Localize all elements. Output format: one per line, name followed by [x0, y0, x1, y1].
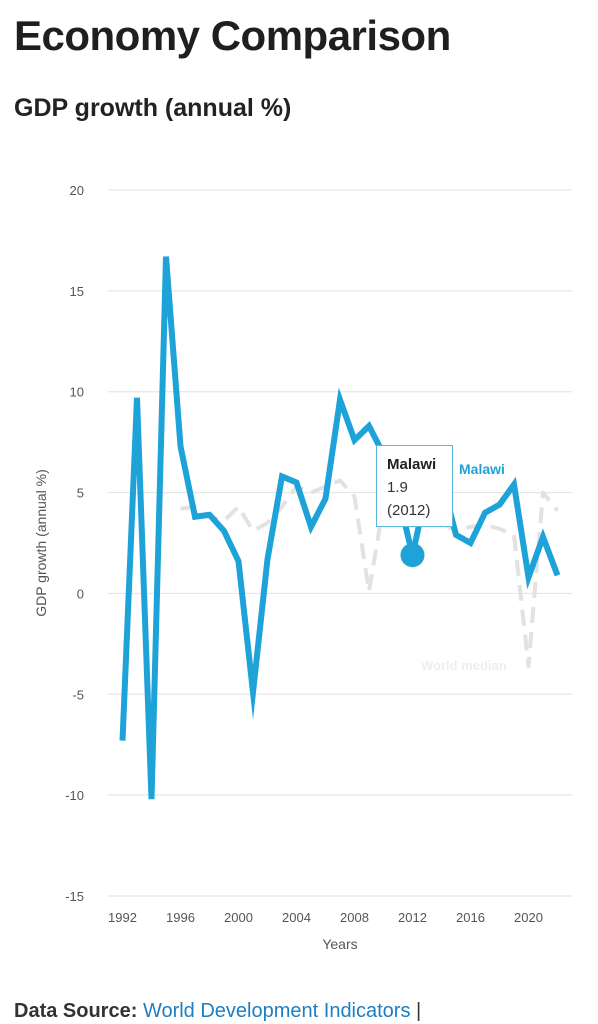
y-tick-label: 15 [70, 284, 84, 299]
footer-separator: | [416, 1000, 422, 1022]
y-tick-label: 20 [70, 183, 84, 198]
tooltip-country: Malawi [387, 456, 437, 473]
x-tick-label: 1996 [166, 910, 195, 925]
x-tick-label: 2020 [514, 910, 543, 925]
x-tick-label: 1992 [108, 910, 137, 925]
tooltip-year: (2012) [387, 502, 431, 519]
y-tick-label: 5 [77, 486, 84, 501]
data-source-footer: Data Source: World Development Indicator… [14, 1000, 421, 1023]
y-tick-label: 10 [70, 385, 84, 400]
chart-subtitle: GDP growth (annual %) [14, 94, 292, 122]
page-title: Economy Comparison [14, 12, 451, 59]
data-source-link[interactable]: World Development Indicators [142, 1000, 411, 1022]
world-median-series-label: World median [421, 658, 507, 673]
x-tick-label: 2008 [340, 910, 369, 925]
tooltip: Malawi 1.9 (2012) [376, 445, 453, 527]
malawi-series-label: Malawi [459, 461, 505, 477]
y-tick-label: 0 [77, 586, 84, 601]
world-median-line [180, 478, 560, 669]
chart-area: 20 15 10 5 0 -5 -10 -15 1992 1996 2000 2004 2008 2012… [0, 150, 598, 980]
x-tick-label: 2012 [398, 910, 427, 925]
highlighted-point [400, 543, 425, 568]
y-tick-label: -10 [65, 788, 84, 803]
x-axis-title: Years [322, 936, 357, 952]
y-tick-label: -15 [65, 889, 84, 904]
y-axis-title: GDP growth (annual %) [33, 469, 49, 617]
x-tick-label: 2016 [456, 910, 485, 925]
gdp-growth-chart: 20 15 10 5 0 -5 -10 -15 1992 1996 2000 2004 2008 2012… [33, 183, 572, 952]
x-tick-label: 2000 [224, 910, 253, 925]
tooltip-value: 1.9 [387, 479, 408, 496]
y-tick-label: -5 [72, 687, 84, 702]
x-tick-label: 2004 [282, 910, 311, 925]
data-source-label: Data Source: [14, 1000, 138, 1022]
